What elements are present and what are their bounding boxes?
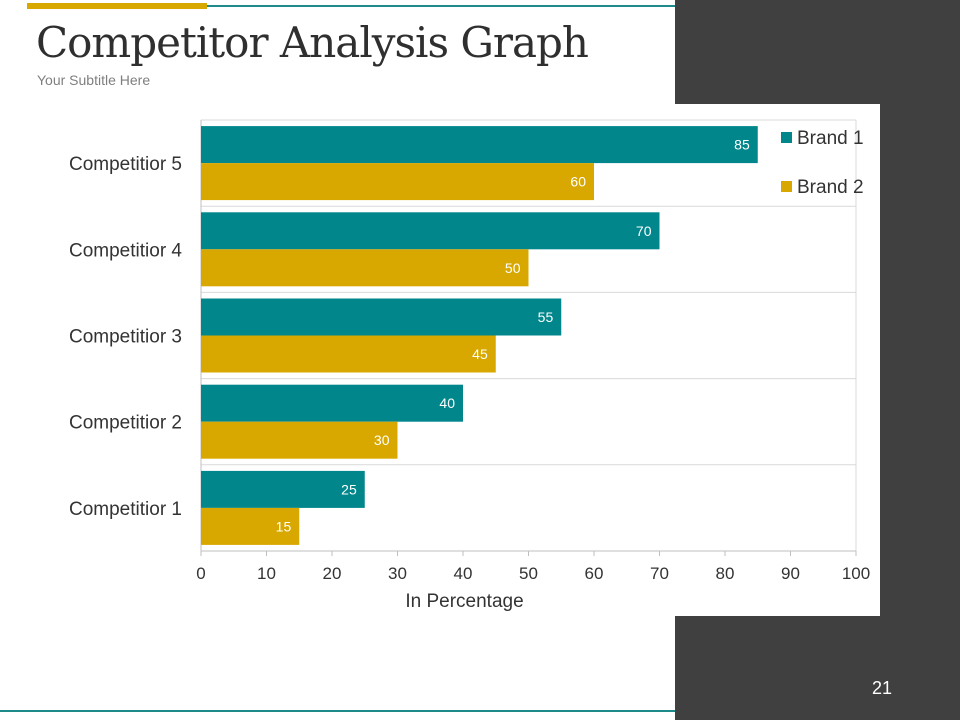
bar-brand1 bbox=[201, 470, 365, 508]
bar-brand1 bbox=[201, 212, 660, 250]
legend-swatch bbox=[781, 181, 792, 192]
bar-brand1 bbox=[201, 298, 562, 336]
category-label: Competitior 4 bbox=[69, 240, 182, 261]
slide-subtitle: Your Subtitle Here bbox=[37, 72, 151, 88]
bar-brand1 bbox=[201, 384, 463, 422]
top-accent-bar bbox=[27, 3, 207, 9]
bar-brand2 bbox=[201, 249, 529, 287]
data-label: 60 bbox=[570, 174, 586, 190]
data-label: 40 bbox=[439, 395, 455, 411]
bar-brand2 bbox=[201, 421, 398, 459]
bar-brand2 bbox=[201, 507, 300, 545]
category-label: Competitior 3 bbox=[69, 327, 182, 348]
x-tick-label: 20 bbox=[323, 564, 342, 583]
x-tick-label: 90 bbox=[781, 564, 800, 583]
data-label: 50 bbox=[505, 260, 521, 276]
data-label: 15 bbox=[276, 518, 292, 534]
x-tick-label: 100 bbox=[842, 564, 870, 583]
bottom-rule bbox=[0, 710, 675, 712]
data-label: 85 bbox=[734, 137, 750, 153]
page-number: 21 bbox=[871, 678, 893, 698]
legend-label: Brand 2 bbox=[797, 177, 864, 198]
category-label: Competitior 2 bbox=[69, 413, 182, 434]
x-tick-label: 50 bbox=[519, 564, 538, 583]
x-tick-label: 80 bbox=[716, 564, 735, 583]
legend-swatch bbox=[781, 132, 792, 143]
x-axis-title: In Percentage bbox=[405, 591, 523, 612]
x-tick-label: 10 bbox=[257, 564, 276, 583]
data-label: 70 bbox=[636, 223, 652, 239]
data-label: 55 bbox=[538, 309, 554, 325]
category-label: Competitior 1 bbox=[69, 499, 182, 520]
bar-brand2 bbox=[201, 335, 496, 373]
bar-brand2 bbox=[201, 163, 594, 201]
x-tick-label: 70 bbox=[650, 564, 669, 583]
x-tick-label: 0 bbox=[196, 564, 205, 583]
x-tick-label: 30 bbox=[388, 564, 407, 583]
legend-label: Brand 1 bbox=[797, 128, 864, 149]
data-label: 45 bbox=[472, 346, 488, 362]
top-rule bbox=[27, 5, 675, 7]
x-tick-label: 60 bbox=[585, 564, 604, 583]
x-tick-label: 40 bbox=[454, 564, 473, 583]
bar-brand1 bbox=[201, 126, 758, 164]
category-label: Competitior 5 bbox=[69, 154, 182, 175]
data-label: 30 bbox=[374, 432, 390, 448]
data-label: 25 bbox=[341, 481, 357, 497]
slide-title: Competitor Analysis Graph bbox=[36, 18, 589, 67]
